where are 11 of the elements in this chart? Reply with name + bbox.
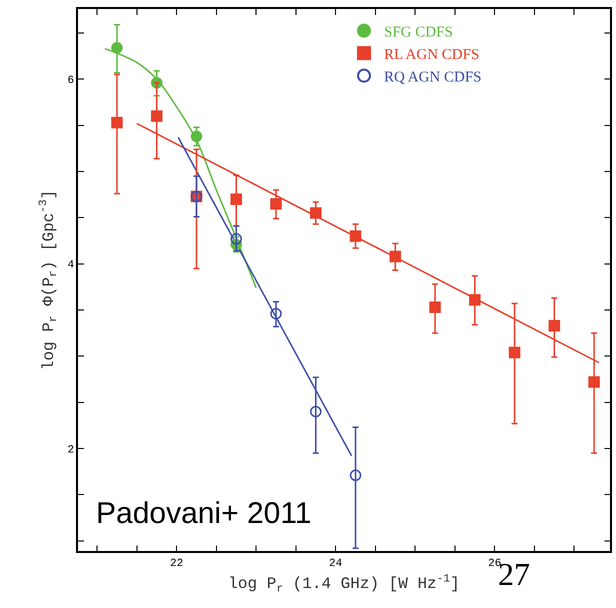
x-axis-title: log P$_{r}$ (1.4 GHz) [W Hz$^{-1}$]: [228, 573, 460, 596]
x-tick-label: 22: [170, 558, 184, 570]
y-tick-label: 4: [67, 260, 74, 272]
legend-label: RQ AGN CDFS: [384, 70, 482, 86]
legend-label: SFG CDFS: [384, 24, 453, 41]
annotation: Padovani+ 2011: [96, 497, 312, 530]
x-tick-label: 24: [329, 558, 343, 570]
legend-label: RL AGN CDFS: [384, 47, 480, 64]
y-tick-label: 2: [67, 444, 74, 456]
y-tick-label: 6: [67, 75, 74, 88]
x-tick-label: 26: [488, 558, 502, 570]
